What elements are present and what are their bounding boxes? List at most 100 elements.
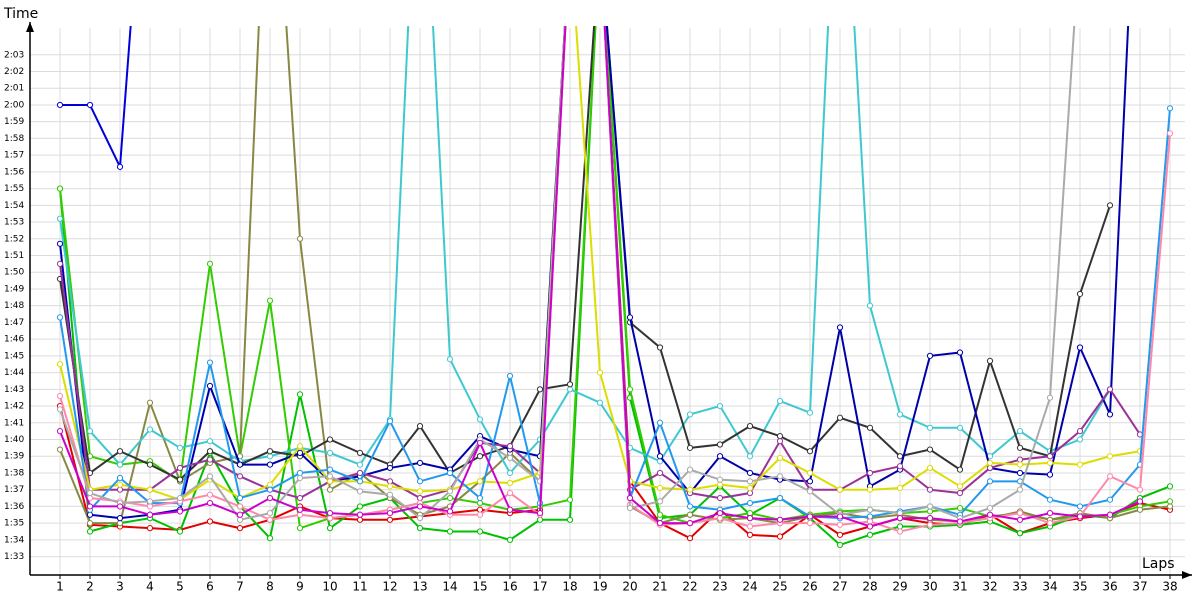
data-point bbox=[536, 386, 544, 393]
data-point bbox=[506, 372, 514, 380]
y-tick-label: 1:53 bbox=[4, 218, 24, 228]
data-point bbox=[56, 406, 64, 413]
data-point bbox=[806, 488, 814, 495]
data-point bbox=[116, 448, 124, 455]
data-point bbox=[686, 486, 694, 493]
data-point bbox=[926, 503, 934, 510]
data-point bbox=[1016, 486, 1024, 493]
data-point bbox=[926, 508, 934, 515]
data-point bbox=[1046, 394, 1054, 401]
y-tick-label: 1:44 bbox=[4, 368, 24, 378]
data-point bbox=[266, 448, 274, 455]
y-tick-label: 2:02 bbox=[4, 67, 24, 77]
data-point bbox=[566, 381, 574, 388]
data-point bbox=[506, 506, 514, 513]
data-point bbox=[116, 486, 124, 493]
data-point bbox=[866, 424, 874, 431]
series-line bbox=[59, 26, 1076, 521]
series-line bbox=[59, 26, 1171, 540]
data-point bbox=[956, 466, 964, 473]
data-point bbox=[476, 506, 484, 513]
data-point bbox=[326, 473, 334, 480]
data-point bbox=[836, 486, 844, 493]
data-point bbox=[266, 535, 274, 542]
data-point bbox=[686, 411, 694, 418]
data-point bbox=[986, 478, 994, 485]
data-point bbox=[1046, 471, 1054, 478]
data-point bbox=[86, 503, 94, 510]
y-tick-label: 1:55 bbox=[4, 184, 24, 194]
data-point bbox=[86, 511, 94, 518]
x-tick-label: 23 bbox=[712, 580, 727, 594]
data-point bbox=[176, 508, 184, 515]
x-tick-label: 24 bbox=[742, 580, 757, 594]
x-tick-label: 10 bbox=[322, 580, 337, 594]
data-point bbox=[1106, 411, 1114, 418]
data-point bbox=[866, 506, 874, 513]
data-point bbox=[1016, 461, 1024, 468]
x-tick-label: 38 bbox=[1162, 580, 1177, 594]
data-point bbox=[1076, 428, 1084, 435]
data-point bbox=[266, 494, 274, 502]
data-point bbox=[716, 453, 724, 460]
x-tick-label: 35 bbox=[1072, 580, 1087, 594]
data-point bbox=[596, 369, 604, 376]
data-point bbox=[836, 531, 844, 538]
y-tick-label: 1:56 bbox=[4, 167, 24, 177]
data-point bbox=[746, 515, 754, 522]
data-point bbox=[1076, 344, 1084, 351]
data-point bbox=[656, 344, 664, 351]
data-point bbox=[1046, 459, 1054, 467]
data-point bbox=[206, 491, 214, 498]
data-point bbox=[776, 473, 784, 480]
data-point bbox=[1106, 496, 1114, 503]
data-point bbox=[506, 454, 514, 462]
data-point bbox=[956, 518, 964, 525]
data-point bbox=[266, 510, 274, 517]
x-tick-label: 2 bbox=[86, 580, 94, 594]
data-point bbox=[716, 515, 724, 522]
y-tick-label: 1:46 bbox=[4, 335, 24, 345]
data-point bbox=[926, 464, 934, 472]
data-point bbox=[476, 439, 484, 446]
series-line bbox=[59, 26, 1111, 475]
data-point bbox=[806, 513, 814, 520]
x-tick-label: 37 bbox=[1132, 580, 1147, 594]
series-line bbox=[59, 26, 1171, 530]
data-point bbox=[236, 516, 244, 523]
data-point bbox=[296, 494, 304, 502]
data-point bbox=[1016, 469, 1024, 477]
data-point bbox=[1016, 510, 1024, 517]
y-tick-label: 2:01 bbox=[4, 84, 24, 94]
x-tick-label: 22 bbox=[682, 580, 697, 594]
y-axis-title: Time bbox=[3, 6, 38, 22]
data-point bbox=[926, 352, 934, 359]
data-point bbox=[116, 481, 124, 488]
data-point bbox=[356, 511, 364, 518]
x-tick-label: 19 bbox=[592, 580, 607, 594]
data-point bbox=[746, 478, 754, 485]
data-point bbox=[1076, 503, 1084, 510]
data-point bbox=[56, 215, 64, 222]
data-point bbox=[626, 314, 634, 321]
data-point bbox=[896, 484, 904, 492]
data-point bbox=[146, 399, 154, 406]
data-point bbox=[146, 426, 154, 433]
x-tick-label: 5 bbox=[176, 580, 184, 594]
data-point bbox=[236, 473, 244, 480]
data-point bbox=[296, 506, 304, 513]
data-point bbox=[956, 349, 964, 356]
data-point bbox=[206, 473, 214, 480]
data-point bbox=[446, 528, 454, 535]
data-point bbox=[536, 510, 544, 517]
data-point bbox=[1166, 503, 1174, 510]
data-point bbox=[1136, 486, 1144, 493]
x-tick-label: 18 bbox=[562, 580, 577, 594]
data-point bbox=[866, 518, 874, 525]
data-point bbox=[56, 361, 64, 368]
data-point bbox=[176, 528, 184, 535]
data-point bbox=[866, 469, 874, 477]
data-point bbox=[386, 510, 394, 517]
data-point bbox=[656, 484, 664, 492]
